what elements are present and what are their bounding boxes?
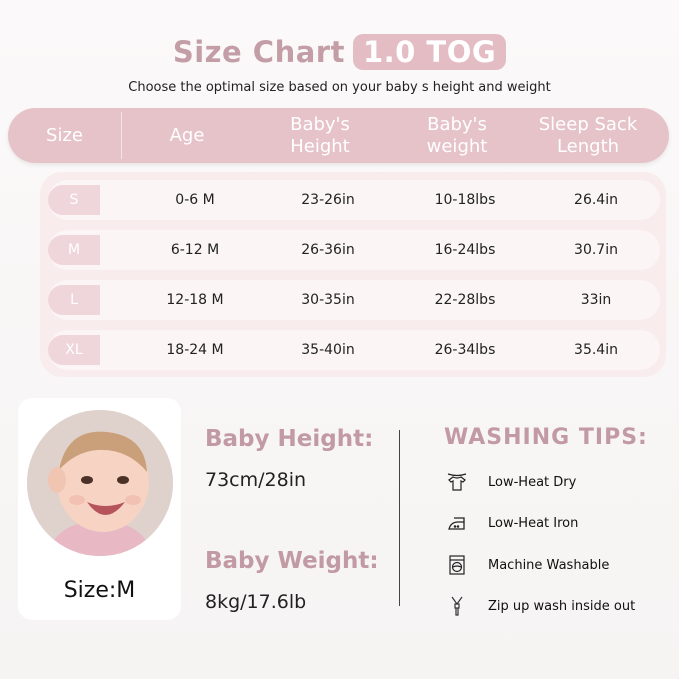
- washing-title: WASHING TIPS:: [444, 425, 648, 450]
- tip-label: Low-Heat Dry: [488, 474, 577, 490]
- subtitle: Choose the optimal size based on your ba…: [128, 80, 551, 95]
- iron-icon: [448, 517, 465, 530]
- tip-item: Low-Heat Iron: [446, 512, 578, 534]
- zipper-icon: [451, 596, 463, 616]
- title-text: Size Chart: [172, 35, 345, 69]
- table-cell: 35.4in: [574, 342, 618, 358]
- size-pill: M: [48, 235, 100, 265]
- size-table: S 0-6 M 23-26in 10-18lbs 26.4in M 6-12 M 26-36i…: [40, 172, 666, 377]
- header-height: Baby's Height: [290, 113, 350, 157]
- header-length: Sleep Sack Length: [538, 113, 638, 157]
- table-cell: 22-28lbs: [434, 292, 496, 308]
- table-cell: 23-26in: [301, 192, 355, 208]
- table-cell: 0-6 M: [175, 192, 215, 208]
- table-header: Size Age Baby's Height Baby's weight Sle…: [8, 108, 669, 163]
- table-cell: 26.4in: [574, 192, 618, 208]
- table-cell: 12-18 M: [166, 292, 224, 308]
- tip-item: Zip up wash inside out: [446, 595, 635, 617]
- table-row: M 6-12 M 26-36in 16-24lbs 30.7in: [48, 230, 660, 270]
- tip-label: Machine Washable: [488, 557, 610, 573]
- table-row: XL 18-24 M 35-40in 26-34lbs 35.4in: [48, 330, 660, 370]
- table-cell: 33in: [580, 292, 612, 308]
- baby-photo: [27, 410, 173, 556]
- weight-value: 8kg/17.6lb: [205, 591, 307, 613]
- table-cell: 16-24lbs: [434, 242, 496, 258]
- tip-label: Zip up wash inside out: [488, 598, 636, 614]
- weight-label: Baby Weight:: [205, 548, 379, 574]
- table-cell: 30-35in: [301, 292, 355, 308]
- tip-label: Low-Heat Iron: [488, 515, 579, 531]
- divider: [399, 430, 400, 606]
- washing-machine-icon: [449, 555, 465, 575]
- hanging-shirt-icon: [447, 473, 467, 491]
- tip-item: Low-Heat Dry: [446, 471, 576, 493]
- table-cell: 6-12 M: [170, 242, 220, 258]
- header-age: Age: [169, 124, 205, 146]
- size-pill: L: [48, 285, 100, 315]
- table-row: S 0-6 M 23-26in 10-18lbs 26.4in: [48, 180, 660, 220]
- header-divider: [121, 112, 122, 159]
- table-row: L 12-18 M 30-35in 22-28lbs 33in: [48, 280, 660, 320]
- header-size: Size: [46, 124, 83, 146]
- table-cell: 18-24 M: [166, 342, 224, 358]
- page-title: Size Chart 1.0 TOG: [0, 34, 679, 70]
- size-pill: S: [48, 185, 100, 215]
- size-pill: XL: [48, 335, 100, 365]
- table-cell: 30.7in: [574, 242, 618, 258]
- model-size: Size:M: [63, 578, 136, 603]
- height-value: 73cm/28in: [205, 469, 307, 491]
- tip-item: Machine Washable: [446, 554, 609, 576]
- height-label: Baby Height:: [205, 426, 374, 452]
- table-cell: 35-40in: [301, 342, 355, 358]
- table-cell: 26-36in: [301, 242, 355, 258]
- tog-badge: 1.0 TOG: [352, 34, 507, 70]
- table-cell: 10-18lbs: [434, 192, 496, 208]
- header-weight: Baby's weight: [426, 113, 488, 157]
- table-cell: 26-34lbs: [434, 342, 496, 358]
